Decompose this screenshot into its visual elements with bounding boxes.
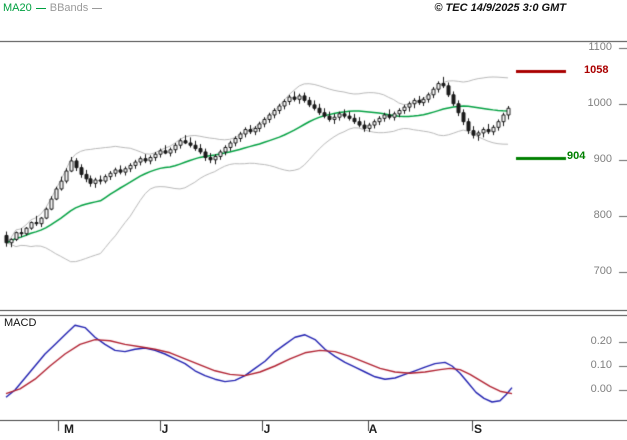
bbands-line-sample-icon [92,8,103,9]
price-axis-label-1000: 1000 [587,97,612,109]
macd-axis-label-000: 0.00 [590,383,612,395]
month-label-sep: S [473,422,482,436]
legend-ma20-label: MA20 [3,2,32,14]
legend: MA20 BBands [3,2,103,14]
price-axis-label-1100: 1100 [588,41,612,53]
month-label-jun: J [161,422,169,436]
legend-bbands-label: BBands [49,2,89,14]
support-level-label: 904 [567,150,586,162]
price-axis-label-900: 900 [593,153,612,165]
copyright-label: © TEC 14/9/2025 3:0 GMT [434,2,566,14]
price-axis-label-700: 700 [593,265,612,277]
macd-panel-title: MACD [4,317,37,329]
month-label-may: M [64,422,74,436]
resistance-level-label: 1058 [584,64,609,76]
macd-axis-label-020: 0.20 [590,335,612,347]
month-label-jul: J [263,422,271,436]
macd-axis-label-010: 0.10 [590,359,612,371]
price-axis-label-800: 800 [593,209,612,221]
ma20-line-sample-icon [35,8,46,9]
month-label-aug: A [368,422,378,436]
